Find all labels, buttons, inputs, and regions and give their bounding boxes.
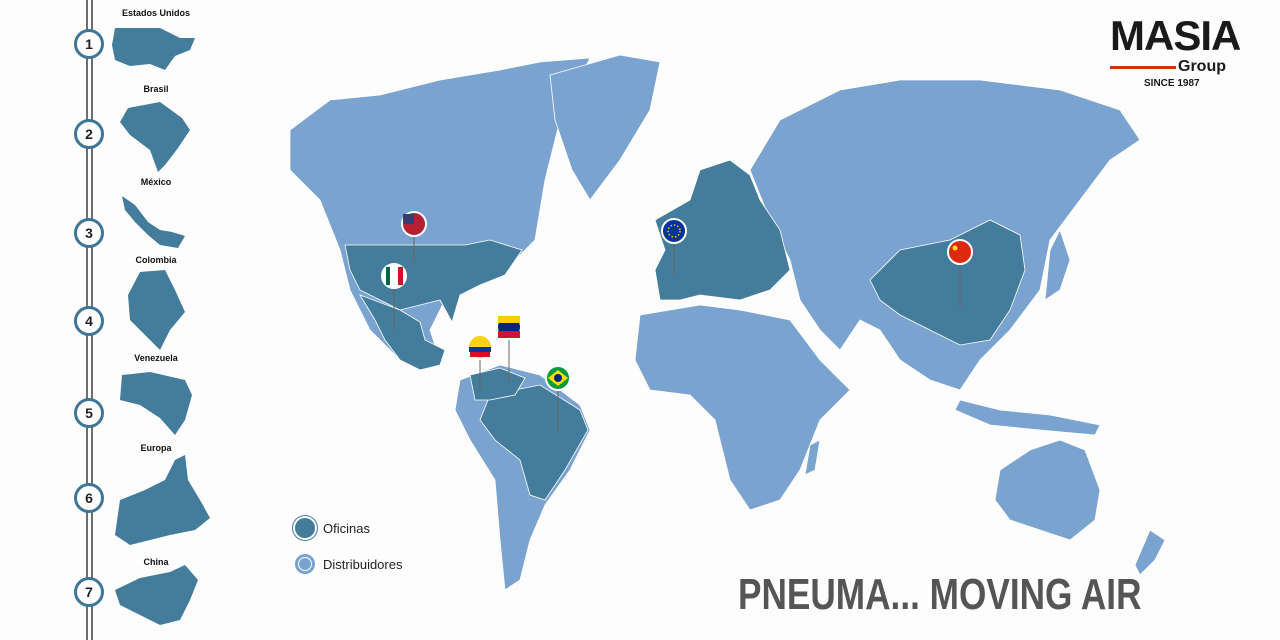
mexico [359, 294, 446, 371]
logo-red-line [1110, 66, 1176, 69]
china-flag-pin [947, 239, 973, 308]
legend-offices-label: Oficinas [323, 520, 370, 536]
timeline-step: 5 [74, 398, 104, 428]
timeline-step: 2 [74, 119, 104, 149]
japan [1044, 228, 1071, 301]
indonesia [954, 399, 1101, 436]
timeline-label: Venezuela [134, 353, 178, 363]
colombia-flag-pin [467, 334, 493, 392]
usa [344, 239, 523, 324]
mexico-silhouette [122, 196, 185, 248]
timeline-label: Estados Unidos [121, 8, 190, 18]
usa-flag-pin [401, 211, 427, 262]
legend-distributors: Distribuidores [295, 554, 402, 574]
colombia-venezuela [469, 367, 526, 401]
timeline-label: China [143, 557, 169, 567]
distributors-swatch-icon [295, 554, 315, 574]
offices-swatch-icon [295, 518, 315, 538]
brazil-silhouette [120, 102, 190, 172]
north-america [289, 57, 591, 361]
timeline-country-silhouettes [112, 28, 210, 625]
timeline-label: Brasil [143, 84, 169, 94]
timeline-step: 4 [74, 306, 104, 336]
venezuela-flag-pin [496, 314, 522, 382]
usa-silhouette [112, 28, 195, 70]
china-silhouette [115, 565, 198, 625]
eu-flag-pin [661, 218, 687, 275]
masia-group-logo: MASIA Group SINCE 1987 [1110, 12, 1250, 89]
timeline-step: 1 [74, 29, 104, 59]
brazil-flag-pin [545, 365, 571, 432]
madagascar [804, 439, 821, 476]
australia [994, 439, 1101, 541]
logo-sub: Group [1178, 58, 1226, 75]
venezuela-silhouette [120, 372, 192, 435]
timeline-step: 7 [74, 577, 104, 607]
legend-offices: Oficinas [295, 518, 370, 538]
timeline-step: 3 [74, 218, 104, 248]
colombia-silhouette [128, 270, 185, 350]
location-pins [381, 211, 973, 432]
timeline-label: México [140, 177, 172, 187]
europe-silhouette [115, 455, 210, 545]
timeline-label: Europa [140, 443, 172, 453]
legend-distributors-label: Distribuidores [323, 556, 403, 572]
timeline-step: 6 [74, 483, 104, 513]
mexico-flag-pin [381, 263, 407, 330]
logo-since: SINCE 1987 [1144, 78, 1200, 89]
china [869, 219, 1026, 346]
slogan: PNEUMA... MOVING AIR [738, 570, 1142, 619]
europe [654, 159, 791, 301]
greenland [549, 54, 661, 201]
new-zealand [1134, 529, 1166, 576]
africa [634, 304, 851, 511]
timeline-label: Colombia [135, 255, 177, 265]
logo-name: MASIA [1110, 12, 1241, 59]
brazil [479, 384, 589, 501]
asia [749, 79, 1141, 391]
